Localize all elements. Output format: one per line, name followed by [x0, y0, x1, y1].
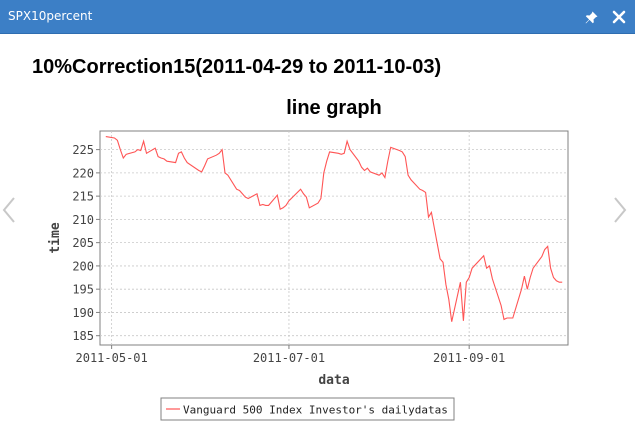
- x-axis-label: data: [318, 373, 349, 388]
- y-tick-label: 215: [72, 190, 94, 204]
- x-tick-label: 2011-05-01: [76, 351, 148, 365]
- x-tick-label: 2011-09-01: [433, 351, 505, 365]
- pin-icon[interactable]: [582, 9, 600, 27]
- line-chart: line graph 185 190 195 200 205 210 215 220 225 201…: [48, 97, 569, 421]
- legend: Vanguard 500 Index Investor's dailydatas: [160, 397, 455, 421]
- chevron-right-icon[interactable]: [612, 196, 628, 224]
- y-tick-label: 220: [72, 166, 94, 180]
- y-tick-label: 195: [72, 283, 94, 297]
- correction-heading: 10%Correction15(2011-04-29 to 2011-10-03…: [32, 56, 442, 78]
- chart-title: line graph: [286, 97, 382, 119]
- y-tick-label: 225: [72, 143, 94, 157]
- legend-entry: Vanguard 500 Index Investor's dailydatas: [183, 404, 448, 417]
- close-icon[interactable]: [610, 8, 628, 26]
- series-line-0: [105, 136, 563, 322]
- y-tick-label: 185: [72, 329, 94, 343]
- legend-box: [160, 397, 455, 421]
- y-tick-label: 200: [72, 259, 94, 273]
- window-title: SPX10percent: [8, 9, 93, 23]
- y-tick-label: 205: [72, 236, 94, 250]
- y-tick-label: 190: [72, 306, 94, 320]
- chevron-left-icon[interactable]: [1, 196, 17, 224]
- y-tick-label: 210: [72, 213, 94, 227]
- plot-area: [99, 130, 569, 346]
- window-titlebar: SPX10percent: [0, 0, 635, 34]
- y-axis-label: time: [48, 222, 63, 253]
- x-tick-label: 2011-07-01: [253, 351, 325, 365]
